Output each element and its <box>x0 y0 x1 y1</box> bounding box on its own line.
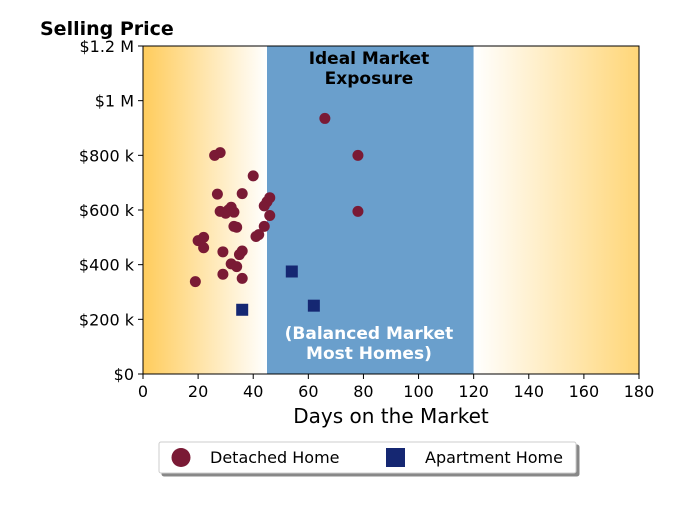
detached-home-point <box>211 188 223 200</box>
x-tick-label: 180 <box>624 382 655 401</box>
x-tick-label: 60 <box>298 382 318 401</box>
detached-home-point <box>264 192 276 204</box>
y-tick-label: $800 k <box>79 146 135 165</box>
y-axis: $0 $200 k $400 k $600 k $800 k $1 M $1.2 M <box>79 37 143 384</box>
balanced-market-label: (Balanced Market Most Homes) <box>285 324 454 364</box>
x-tick-label: 140 <box>514 382 545 401</box>
y-tick-label: $400 k <box>79 256 135 275</box>
y-tick-label: $1.2 M <box>79 37 134 56</box>
apartment-home-legend-marker <box>386 448 405 467</box>
detached-home-point <box>319 112 331 124</box>
detached-home-point <box>231 221 243 233</box>
legend-box <box>158 441 577 474</box>
detached-home-point <box>352 149 364 161</box>
apartment-home-point <box>285 265 298 278</box>
x-tick-label: 120 <box>458 382 489 401</box>
x-tick-label: 160 <box>569 382 600 401</box>
detached-home-point <box>253 229 265 241</box>
y-tick-label: $200 k <box>79 310 135 329</box>
x-tick-label: 0 <box>138 382 148 401</box>
detached-home-point <box>217 268 229 280</box>
x-tick-label: 80 <box>353 382 373 401</box>
detached-home-point <box>236 245 248 257</box>
detached-home-point <box>228 206 240 218</box>
apartment-home-point <box>307 299 320 312</box>
detached-home-point <box>189 276 201 288</box>
detached-home-point <box>198 242 210 254</box>
detached-home-legend-marker <box>171 448 191 467</box>
y-tick-label: $600 k <box>79 201 135 220</box>
detached-home-point <box>198 231 210 243</box>
y-tick-label: $0 <box>114 365 134 384</box>
detached-home-legend-label: Detached Home <box>210 448 340 467</box>
apartment-home-point <box>236 303 249 316</box>
detached-home-point <box>217 246 229 258</box>
x-axis-title: Days on the Market <box>293 404 489 428</box>
legend: Detached Home Apartment Home <box>158 441 577 474</box>
balanced-market-zone <box>267 46 474 374</box>
slow-zone-left <box>143 46 267 374</box>
detached-home-point <box>236 188 248 200</box>
apartment-home-legend-label: Apartment Home <box>425 448 563 467</box>
y-tick-label: $1 M <box>95 92 134 111</box>
ideal-exposure-label: Ideal Market Exposure <box>309 49 430 89</box>
x-tick-label: 100 <box>403 382 434 401</box>
detached-home-point <box>236 272 248 284</box>
detached-home-point <box>214 147 226 159</box>
detached-home-point <box>258 220 270 232</box>
slow-zone-right <box>473 46 639 374</box>
x-tick-label: 40 <box>243 382 263 401</box>
x-tick-label: 20 <box>188 382 208 401</box>
x-axis: 0 20 40 60 80 100 120 140 160 180 <box>138 374 654 401</box>
detached-home-point <box>264 209 276 221</box>
detached-home-point <box>247 170 259 182</box>
chart-title: Selling Price <box>40 18 174 40</box>
background-zones <box>143 46 639 374</box>
detached-home-point <box>352 205 364 217</box>
data-points <box>189 112 364 316</box>
zone-annotations: Ideal Market Exposure (Balanced Market Most… <box>285 49 454 364</box>
detached-home-point <box>231 261 243 273</box>
